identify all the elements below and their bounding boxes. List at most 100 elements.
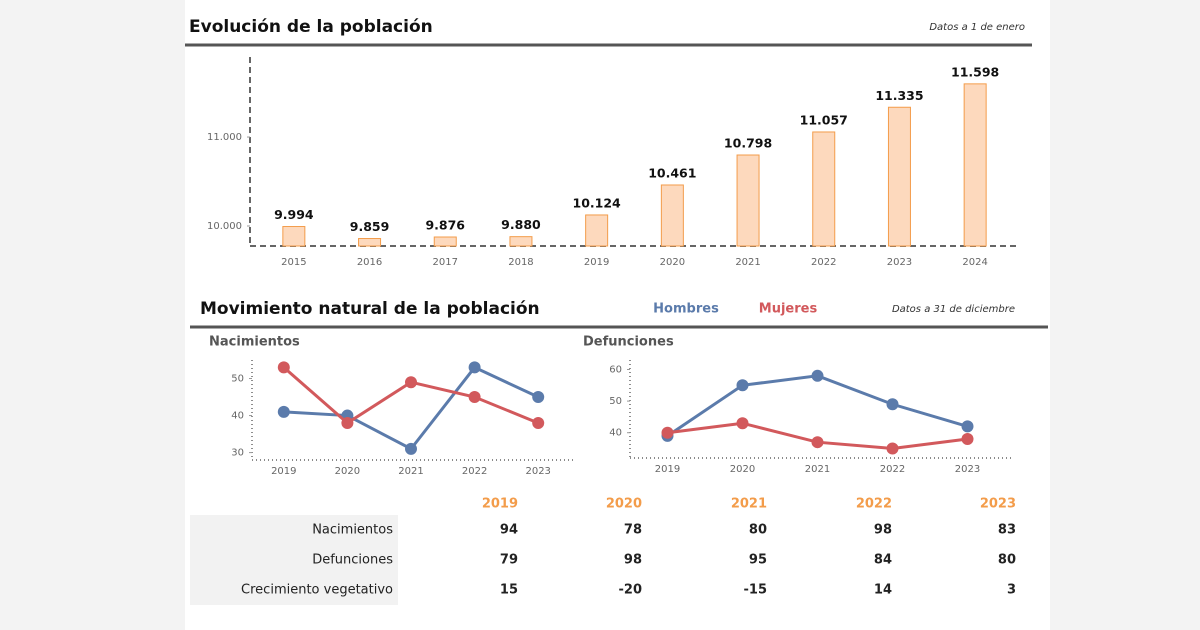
row-label: Crecimiento vegetativo xyxy=(241,583,393,598)
marker xyxy=(277,405,290,418)
marker xyxy=(961,420,974,433)
table-cell: -15 xyxy=(744,583,768,598)
row-label-bg xyxy=(190,545,398,575)
table-cell: 78 xyxy=(624,523,642,538)
table-cell: 15 xyxy=(500,583,518,598)
bar xyxy=(585,214,609,247)
table-cell: -20 xyxy=(619,583,643,598)
row-label: Nacimientos xyxy=(312,523,393,538)
row-label-bg xyxy=(190,515,398,545)
table-cell: 98 xyxy=(624,553,642,568)
table-cell: 14 xyxy=(874,583,892,598)
x-tick-label: 2020 xyxy=(335,466,360,477)
bar xyxy=(736,154,760,247)
bar xyxy=(282,226,306,247)
marker xyxy=(736,417,749,430)
x-tick-label: 2015 xyxy=(281,257,306,268)
table-header: 2020 xyxy=(606,497,642,512)
value-label: 9.880 xyxy=(501,217,541,232)
table-cell: 80 xyxy=(749,523,767,538)
side-backdrop xyxy=(1050,0,1200,630)
bar xyxy=(887,106,911,247)
table-header: 2021 xyxy=(731,497,767,512)
table-header: 2023 xyxy=(980,497,1016,512)
side-backdrop xyxy=(0,0,185,630)
x-tick-label: 2017 xyxy=(433,257,458,268)
x-tick-label: 2023 xyxy=(887,257,912,268)
y-tick-label: 40 xyxy=(609,428,622,439)
value-label: 10.461 xyxy=(648,165,696,180)
value-label: 11.598 xyxy=(951,64,999,79)
x-tick-label: 2019 xyxy=(655,464,680,475)
marker xyxy=(811,436,824,449)
y-tick-label: 10.000 xyxy=(207,221,242,232)
y-tick-label: 50 xyxy=(231,374,244,385)
legend-entry: Mujeres xyxy=(759,302,818,317)
value-label: 9.994 xyxy=(274,207,314,222)
marker xyxy=(532,391,545,404)
table-header: 2022 xyxy=(856,497,892,512)
title: Evolución de la población xyxy=(189,17,433,37)
marker xyxy=(661,426,674,439)
value-label: 10.798 xyxy=(724,136,772,151)
x-tick-label: 2020 xyxy=(660,257,685,268)
x-tick-label: 2022 xyxy=(462,466,487,477)
table-cell: 98 xyxy=(874,523,892,538)
bar xyxy=(660,184,684,247)
marker xyxy=(341,416,354,429)
table-cell: 79 xyxy=(500,553,518,568)
value-label: 9.876 xyxy=(425,218,465,233)
subtitle: Datos a 1 de enero xyxy=(929,22,1025,33)
x-tick-label: 2022 xyxy=(880,464,905,475)
bar xyxy=(812,131,836,247)
marker xyxy=(532,416,545,429)
x-tick-label: 2022 xyxy=(811,257,836,268)
section-title: Movimiento natural de la población xyxy=(200,299,540,319)
chart-title: Nacimientos xyxy=(209,335,300,350)
x-tick-label: 2021 xyxy=(805,464,830,475)
table-cell: 3 xyxy=(1007,583,1016,598)
marker xyxy=(736,379,749,392)
y-tick-label: 50 xyxy=(609,396,622,407)
x-tick-label: 2021 xyxy=(735,257,760,268)
marker xyxy=(811,369,824,382)
x-tick-label: 2021 xyxy=(398,466,423,477)
x-tick-label: 2019 xyxy=(584,257,609,268)
chart-title: Defunciones xyxy=(583,335,674,350)
y-tick-label: 40 xyxy=(231,411,244,422)
y-tick-label: 30 xyxy=(231,448,244,459)
table-cell: 84 xyxy=(874,553,892,568)
x-tick-label: 2016 xyxy=(357,257,382,268)
x-tick-label: 2019 xyxy=(271,466,296,477)
marker xyxy=(961,433,974,446)
x-tick-label: 2023 xyxy=(525,466,550,477)
bar xyxy=(433,236,457,247)
marker xyxy=(468,361,481,374)
x-tick-label: 2023 xyxy=(955,464,980,475)
legend-entry: Hombres xyxy=(653,302,719,317)
bar xyxy=(509,236,533,247)
table-cell: 83 xyxy=(998,523,1016,538)
marker xyxy=(886,442,899,455)
x-tick-label: 2018 xyxy=(508,257,533,268)
value-label: 10.124 xyxy=(573,195,622,210)
table-header: 2019 xyxy=(482,497,518,512)
value-label: 11.335 xyxy=(875,88,923,103)
bar xyxy=(963,83,987,247)
x-tick-label: 2024 xyxy=(962,257,987,268)
marker xyxy=(277,361,290,374)
value-label: 9.859 xyxy=(350,219,390,234)
table-cell: 95 xyxy=(749,553,767,568)
marker xyxy=(405,376,417,389)
table-cell: 80 xyxy=(998,553,1016,568)
x-tick-label: 2020 xyxy=(730,464,755,475)
marker xyxy=(468,391,481,404)
marker xyxy=(405,442,417,455)
value-label: 11.057 xyxy=(800,112,848,127)
y-tick-label: 11.000 xyxy=(207,132,242,143)
section-subtitle: Datos a 31 de diciembre xyxy=(892,304,1015,315)
bar xyxy=(358,238,382,247)
row-label: Defunciones xyxy=(312,553,393,568)
